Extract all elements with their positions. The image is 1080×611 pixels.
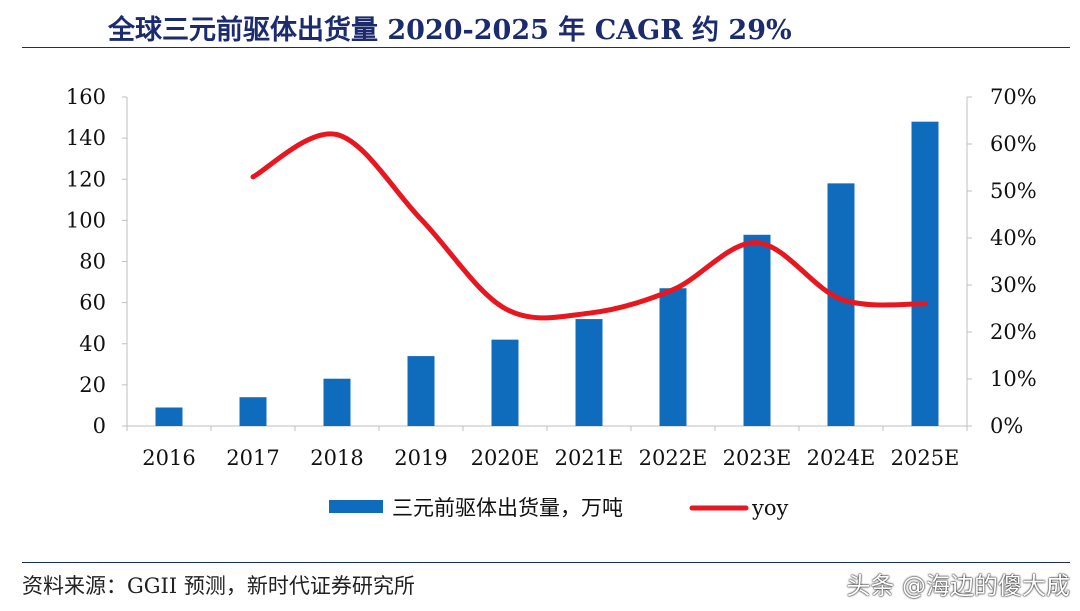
left-tick-label: 0 bbox=[93, 414, 106, 438]
left-tick-label: 120 bbox=[66, 167, 106, 191]
right-tick-label: 20% bbox=[990, 320, 1037, 344]
right-tick-label: 0% bbox=[990, 414, 1023, 438]
bar-series bbox=[155, 121, 939, 427]
x-tick-label: 2021E bbox=[555, 446, 624, 470]
bar bbox=[827, 183, 855, 426]
bar bbox=[743, 234, 771, 426]
bar bbox=[659, 288, 687, 426]
legend-bar-swatch bbox=[329, 500, 383, 513]
bar bbox=[239, 397, 267, 426]
x-tick-label: 2022E bbox=[639, 446, 708, 470]
left-tick-label: 160 bbox=[66, 85, 106, 109]
x-tick-label: 2016 bbox=[142, 446, 195, 470]
legend-line-label: yoy bbox=[751, 496, 789, 520]
chart-area: 0 20 40 60 80 100 120 140 160 0% 10% 20% 30% 40% 50% 60… bbox=[66, 85, 1037, 520]
right-tick-label: 50% bbox=[990, 179, 1037, 203]
right-tick-label: 10% bbox=[990, 367, 1037, 391]
x-tick-label: 2024E bbox=[807, 446, 876, 470]
right-tick-label: 60% bbox=[990, 132, 1037, 156]
bar bbox=[323, 378, 351, 426]
tick-labels: 0 20 40 60 80 100 120 140 160 0% 10% 20% 30% 40% 50% 60… bbox=[66, 85, 1037, 470]
legend: 三元前驱体出货量，万吨 yoy bbox=[329, 496, 789, 520]
chart-title: 全球三元前驱体出货量 2020-2025 年 CAGR 约 29% bbox=[108, 15, 792, 46]
right-tick-label: 30% bbox=[990, 273, 1037, 297]
left-tick-label: 140 bbox=[66, 126, 106, 150]
watermark: 头条 @海边的傻大成 bbox=[846, 572, 1070, 600]
bar bbox=[575, 319, 603, 426]
left-tick-label: 100 bbox=[66, 208, 106, 232]
x-tick-label: 2025E bbox=[891, 446, 960, 470]
x-tick-label: 2018 bbox=[310, 446, 363, 470]
line-series bbox=[250, 131, 928, 321]
x-tick-label: 2023E bbox=[723, 446, 792, 470]
x-tick-label: 2019 bbox=[394, 446, 447, 470]
footer-rule bbox=[22, 562, 1070, 563]
right-tick-label: 70% bbox=[990, 85, 1037, 109]
x-tick-label: 2020E bbox=[471, 446, 540, 470]
left-tick-label: 40 bbox=[79, 332, 106, 356]
bar bbox=[407, 356, 435, 426]
axes bbox=[122, 96, 972, 431]
left-tick-label: 80 bbox=[79, 250, 106, 274]
yoy-line bbox=[250, 131, 928, 321]
source-note: 资料来源：GGII 预测，新时代证券研究所 bbox=[22, 574, 415, 598]
bar bbox=[491, 339, 519, 426]
right-tick-label: 40% bbox=[990, 226, 1037, 250]
title-underline bbox=[22, 47, 1070, 48]
left-tick-label: 20 bbox=[79, 373, 106, 397]
left-tick-label: 60 bbox=[79, 291, 106, 315]
bar bbox=[911, 121, 939, 427]
legend-bar-label: 三元前驱体出货量，万吨 bbox=[392, 496, 623, 520]
bar bbox=[155, 407, 183, 426]
x-tick-label: 2017 bbox=[226, 446, 279, 470]
